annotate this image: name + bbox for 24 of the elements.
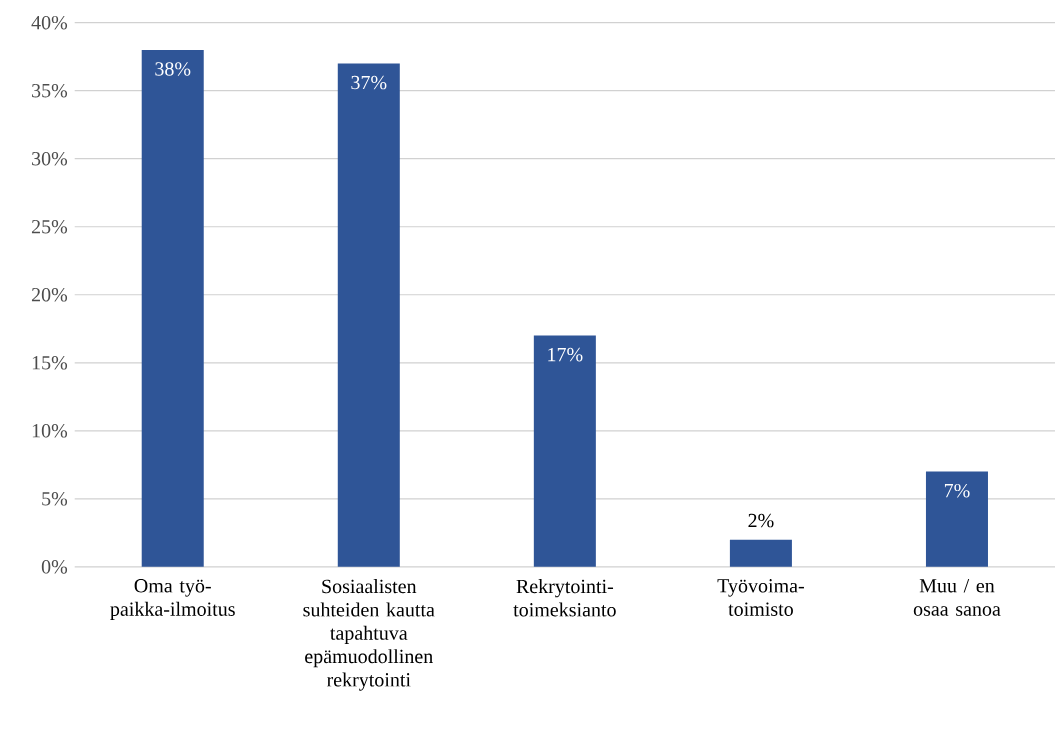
y-tick-label: 15% [32,356,68,370]
bar [533,335,596,568]
x-tick-label: Oma työ-paikka-ilmoitus [110,579,235,621]
data-label: 37% [351,75,387,90]
x-tick-label: Työvoima-toimisto [717,579,804,617]
y-tick-label: 0% [41,560,68,574]
y-tick-label: 5% [42,492,68,506]
bar [729,539,792,568]
bar [337,63,400,568]
y-tick-label: 30% [32,152,68,166]
y-tick-label: 25% [31,220,68,234]
bar [141,50,204,568]
data-label: 17% [548,348,583,362]
data-label: 38% [155,62,191,76]
y-tick-label: 35% [32,84,68,98]
y-tick-label: 20% [31,288,68,302]
data-label: 2% [748,514,774,528]
y-tick-label: 10% [32,424,68,438]
y-tick-label: 40% [31,16,68,30]
x-tick-label: Muu / en osaa sanoa [913,579,1001,617]
x-tick-label: Rekrytointi-toimeksianto [513,579,616,617]
bar [925,471,988,568]
data-label: 7% [944,484,970,498]
x-tick-label: Sosiaalisten suhteiden kautta tapahtuva epämuodollinen rekrytointi [303,579,435,691]
